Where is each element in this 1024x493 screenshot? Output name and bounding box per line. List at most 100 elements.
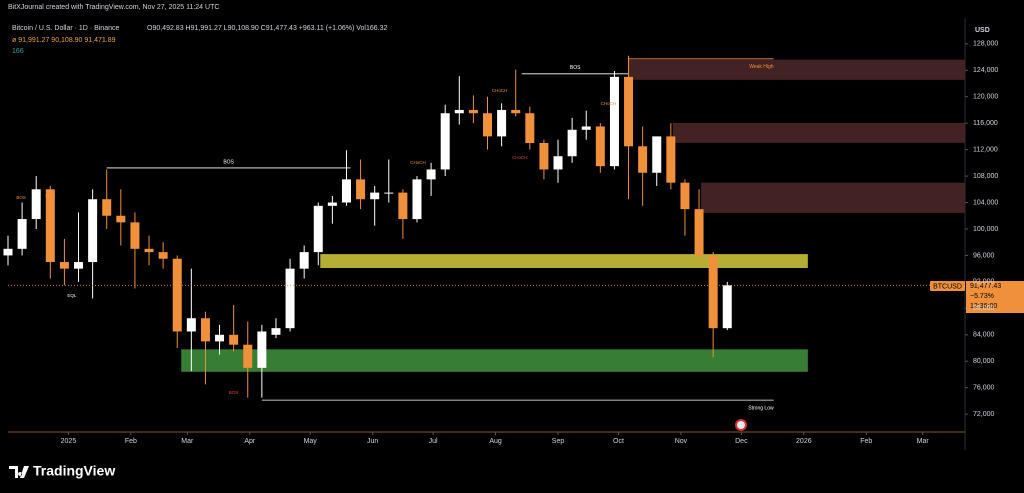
candle-body xyxy=(172,258,182,332)
candle-body xyxy=(17,219,27,249)
candle-body xyxy=(257,331,267,368)
y-tick-label: 104,000 xyxy=(973,199,998,206)
candle-body xyxy=(412,179,422,220)
candle-body xyxy=(130,222,140,249)
y-tick-label: 92,000 xyxy=(973,279,995,286)
candle-body xyxy=(553,156,563,170)
candle-body xyxy=(483,113,493,137)
brand-name: TradingView xyxy=(33,463,115,479)
candle-body xyxy=(539,143,549,170)
structure-tag: EQL xyxy=(67,293,77,298)
candle-body xyxy=(624,76,634,147)
symbol-tag-text: BTCUSD xyxy=(933,283,962,290)
x-tick-label: Nov xyxy=(675,438,688,445)
zone xyxy=(672,122,965,143)
currency[interactable]: USD xyxy=(975,27,990,34)
candle-body xyxy=(511,109,521,114)
brand: TradingView xyxy=(9,463,115,479)
x-tick-label: Oct xyxy=(613,438,624,445)
candle-body xyxy=(680,182,690,210)
symbol: Bitcoin / U.S. Dollar · 1D · Binance xyxy=(12,25,119,32)
symbol-tag xyxy=(930,281,965,291)
structure-tag: BOS xyxy=(16,195,26,200)
candle-body xyxy=(341,179,351,203)
candle-body xyxy=(652,136,662,173)
candle-body xyxy=(285,268,295,329)
price-tag-change: −5.73% xyxy=(970,293,994,300)
y-tick-label: 96,000 xyxy=(973,252,995,259)
candle-body xyxy=(299,252,309,269)
x-tick-label: Feb xyxy=(860,438,872,445)
candle-body xyxy=(200,318,210,342)
structure-tag: CHoCH xyxy=(512,155,528,160)
candle-body xyxy=(356,179,366,200)
candle-body xyxy=(229,334,239,345)
zone xyxy=(701,182,965,213)
structure-tag: BOS xyxy=(229,390,239,395)
candle-body xyxy=(497,109,507,137)
x-tick-label: Feb xyxy=(125,438,137,445)
y-tick-label: 124,000 xyxy=(973,67,998,74)
candle-body xyxy=(454,109,464,114)
candle-body xyxy=(398,192,408,220)
candle-body xyxy=(102,199,112,216)
candle-body xyxy=(567,129,577,157)
structure-tag: CHoCH xyxy=(492,88,508,93)
candle-body xyxy=(694,209,704,256)
structure-label: Weak High xyxy=(749,64,774,70)
price-tag-price: 91,477.43 xyxy=(970,283,1001,290)
y-tick-label: 76,000 xyxy=(973,385,995,392)
x-tick-label: Sep xyxy=(552,438,565,445)
candle-body xyxy=(708,255,718,329)
candle-body xyxy=(74,262,84,269)
credit: BitXJournal created with TradingView.com… xyxy=(8,4,219,11)
brand-logo xyxy=(9,466,29,478)
x-tick-label: Apr xyxy=(244,438,256,445)
x-tick-label: May xyxy=(304,438,318,445)
y-tick-label: 112,000 xyxy=(973,146,998,153)
y-tick-label: 100,000 xyxy=(973,226,998,233)
y-tick-label: 88,000 xyxy=(973,305,995,312)
candle-body xyxy=(31,189,41,220)
indicator: ø 91,991.27 90,108.90 91,471.89 xyxy=(12,37,116,44)
candle-body xyxy=(638,146,648,173)
candle-body xyxy=(609,76,619,167)
candle-body xyxy=(525,113,535,144)
candle-body xyxy=(722,285,732,329)
y-tick-label: 80,000 xyxy=(973,358,995,365)
candle-body xyxy=(666,136,676,183)
ohlc: O90,492.83 H91,991.27 L90,108.90 C91,477… xyxy=(147,25,388,32)
x-tick-label: Dec xyxy=(735,438,748,445)
zone xyxy=(320,254,808,268)
y-tick-label: 116,000 xyxy=(973,120,998,127)
candle-body xyxy=(440,113,450,170)
candle-body xyxy=(215,334,225,342)
structure-tag: CHoCH xyxy=(601,101,617,106)
y-tick-label: 72,000 xyxy=(973,411,995,418)
candle-body xyxy=(45,189,55,263)
candle-body xyxy=(116,215,126,223)
candle-body xyxy=(158,252,168,259)
volume: 166 xyxy=(12,48,24,55)
x-tick-label: 2026 xyxy=(796,438,812,445)
x-tick-label: Jun xyxy=(367,438,378,445)
price-tag-countdown: 12:36:00 xyxy=(970,303,997,310)
y-tick-label: 108,000 xyxy=(973,173,998,180)
candle-body xyxy=(313,205,323,253)
y-tick-label: 120,000 xyxy=(973,94,998,101)
x-tick-label: Aug xyxy=(489,438,502,445)
event-icon[interactable] xyxy=(735,419,747,431)
candle-body xyxy=(3,248,13,256)
y-tick-label: 84,000 xyxy=(973,332,995,339)
x-tick-label: Jul xyxy=(429,438,438,445)
zone xyxy=(628,59,965,80)
structure-label: Strong Low xyxy=(748,405,774,411)
structure-label: BOS xyxy=(223,159,234,165)
candle-body xyxy=(468,109,478,114)
x-tick-label: 2025 xyxy=(61,438,77,445)
candle-body xyxy=(59,262,69,269)
candle-body xyxy=(88,199,98,263)
x-tick-label: Mar xyxy=(181,438,194,445)
